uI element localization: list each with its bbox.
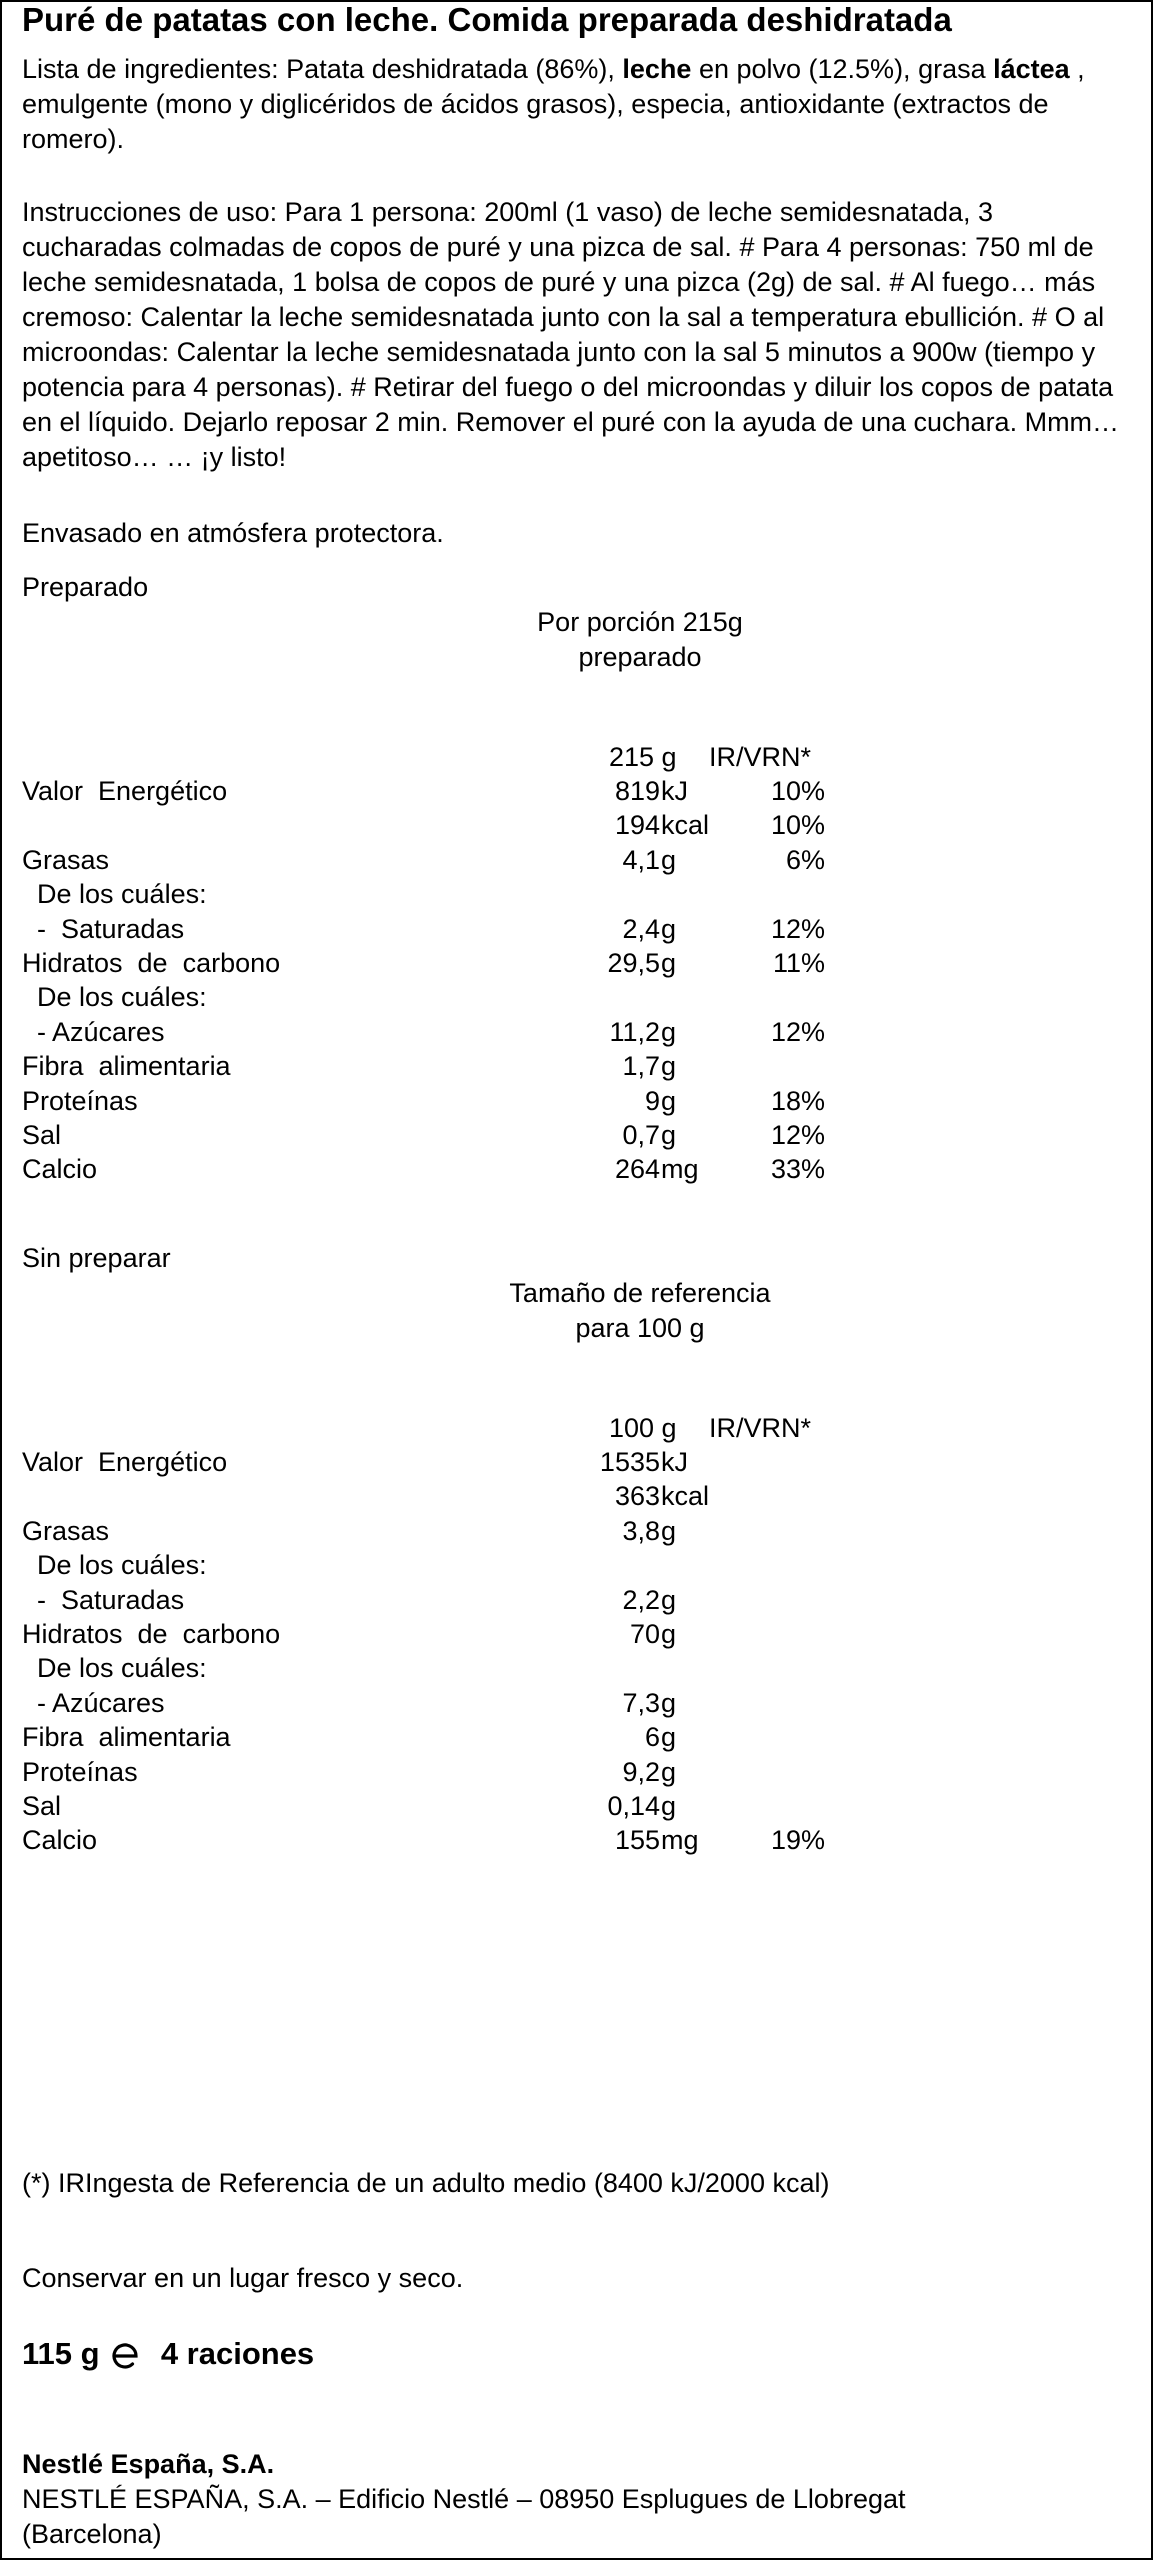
- nutrient-unit-cell: g: [661, 1584, 677, 1615]
- ingredients-list: Lista de ingredientes: Patata deshidrata…: [22, 54, 1085, 154]
- nutrient-label-cell: - Saturadas: [22, 913, 185, 944]
- nutrient-ir-cell: 19%: [770, 1825, 825, 1856]
- nutrient-num-cell: 0,14: [607, 1791, 660, 1821]
- nutrient-label-cell: - Saturadas: [22, 1584, 185, 1615]
- nutrient-unit-cell: g: [661, 1756, 677, 1787]
- nutrient-label-cell: Fibra alimentaria: [22, 1051, 231, 1082]
- nutrient-unit-cell: kJ: [661, 776, 688, 806]
- nutrient-num-cell: 819: [614, 776, 660, 806]
- nutrient-ir-cell: 33%: [770, 1154, 825, 1185]
- nutrient-label-cell: Proteínas: [22, 1756, 138, 1787]
- nutrient-num-cell: 194: [614, 810, 660, 841]
- nutrient-unit-cell: g: [661, 1619, 677, 1649]
- prepared-amount-header: 215 g: [609, 742, 677, 772]
- company-name: Nestlé España, S.A.: [22, 2449, 275, 2479]
- nutrient-unit-cell: mg: [661, 1825, 699, 1856]
- prepared-section-label: Preparado: [22, 572, 149, 602]
- nutrient-ir-cell: 10%: [770, 776, 825, 806]
- nutrient-unit-cell: mg: [661, 1154, 699, 1185]
- product-title: Puré de patatas con leche. Comida prepar…: [22, 1, 952, 38]
- nutrient-ir-cell: 12%: [770, 1016, 825, 1047]
- nutrient-label-cell: Sal: [22, 1120, 62, 1150]
- nutrient-num-cell: 1,7: [622, 1051, 660, 1082]
- nutrient-label-cell: Grasas: [22, 1515, 110, 1546]
- nutrient-label-cell: - Azúcares: [22, 1016, 165, 1047]
- nutrient-num-cell: 4,1: [622, 844, 660, 875]
- nutrient-ir-cell: 18%: [770, 1085, 825, 1116]
- nutrient-label-cell: De los cuáles:: [22, 1550, 207, 1581]
- nutrient-ir-cell: 12%: [770, 913, 825, 944]
- reference-heading-line2: para 100 g: [575, 1313, 705, 1343]
- nutrient-unit-cell: g: [661, 1722, 677, 1753]
- unprepared-amount-header: 100 g: [609, 1413, 677, 1443]
- nutrient-num-cell: 6: [644, 1722, 660, 1753]
- nutrient-label-cell: Calcio: [22, 1825, 98, 1856]
- nutrient-ir-cell: 6%: [785, 844, 825, 875]
- nutrient-label-cell: Grasas: [22, 844, 110, 875]
- nutrient-num-cell: 363: [614, 1481, 660, 1512]
- nutrient-label-cell: Fibra alimentaria: [22, 1722, 231, 1753]
- nutrient-unit-cell: g: [661, 913, 677, 944]
- nutrient-unit-cell: g: [661, 1791, 677, 1821]
- nutrient-num-cell: 2,2: [622, 1584, 660, 1615]
- nutrient-label-cell: - Azúcares: [22, 1687, 165, 1718]
- nutrient-num-cell: 70: [629, 1619, 660, 1649]
- nutrient-num-cell: 2,4: [622, 913, 660, 944]
- unprepared-section-label: Sin preparar: [22, 1243, 171, 1273]
- nutrient-ir-cell: 10%: [770, 810, 825, 841]
- usage-instructions: Instrucciones de uso: Para 1 persona: 20…: [22, 197, 1120, 472]
- servings-count: 4 raciones: [160, 2336, 315, 2371]
- nutrient-ir-cell: 12%: [770, 1120, 825, 1150]
- nutrient-label-cell: Hidratos de carbono: [22, 948, 281, 978]
- nutrient-num-cell: 9,2: [622, 1756, 660, 1787]
- storage-note: Conservar en un lugar fresco y seco.: [22, 2263, 464, 2293]
- nutrient-ir-cell: 11%: [772, 948, 825, 978]
- nutrient-label-cell: De los cuáles:: [22, 982, 207, 1013]
- nutrient-label-cell: Sal: [22, 1791, 62, 1821]
- nutrient-num-cell: 9: [644, 1085, 660, 1116]
- nutrient-label-cell: De los cuáles:: [22, 1653, 207, 1684]
- nutrient-unit-cell: g: [661, 844, 677, 875]
- nutrient-unit-cell: g: [661, 1120, 677, 1150]
- nutrient-unit-cell: g: [661, 1515, 677, 1546]
- estimated-e-icon: [112, 2343, 138, 2369]
- nutrient-label-cell: Valor Energético: [22, 776, 228, 806]
- reference-intake-footnote: (*) IRIngesta de Referencia de un adulto…: [22, 2168, 830, 2198]
- nutrient-unit-cell: g: [661, 1016, 677, 1047]
- nutrient-unit-cell: g: [661, 1085, 677, 1116]
- reference-heading-line1: Tamaño de referencia: [509, 1278, 771, 1308]
- prepared-ir-header: IR/VRN*: [709, 742, 812, 772]
- nutrient-unit-cell: kJ: [661, 1447, 688, 1477]
- nutrient-unit-cell: g: [661, 1687, 677, 1718]
- nutrient-label-cell: Proteínas: [22, 1085, 138, 1116]
- portion-heading-line1: Por porción 215g: [537, 607, 743, 637]
- nutrient-unit-cell: g: [661, 1051, 677, 1082]
- nutrient-label-cell: Hidratos de carbono: [22, 1619, 281, 1649]
- nutrient-num-cell: 264: [614, 1154, 660, 1185]
- company-address-line2: (Barcelona): [22, 2519, 162, 2549]
- nutrient-num-cell: 155: [614, 1825, 660, 1856]
- nutrient-label-cell: De los cuáles:: [22, 879, 207, 910]
- nutrient-unit-cell: g: [661, 948, 677, 978]
- net-quantity: 115 g 4 raciones: [22, 2335, 314, 2373]
- nutrient-num-cell: 3,8: [622, 1515, 660, 1546]
- nutrient-num-cell: 1535: [599, 1447, 660, 1477]
- company-address-line1: NESTLÉ ESPAÑA, S.A. – Edificio Nestlé – …: [22, 2484, 906, 2514]
- nutrient-unit-cell: kcal: [661, 810, 710, 841]
- net-weight: 115 g: [22, 2336, 100, 2371]
- packaging-note: Envasado en atmósfera protectora.: [22, 518, 444, 548]
- nutrient-num-cell: 0,7: [622, 1120, 660, 1150]
- nutrient-unit-cell: kcal: [661, 1481, 710, 1512]
- nutrient-num-cell: 29,5: [607, 948, 660, 978]
- nutrient-label-cell: Calcio: [22, 1154, 98, 1185]
- nutrient-label-cell: Valor Energético: [22, 1447, 228, 1477]
- nutrient-num-cell: 11,2: [609, 1016, 660, 1047]
- unprepared-ir-header: IR/VRN*: [709, 1413, 812, 1443]
- nutrient-num-cell: 7,3: [622, 1687, 660, 1718]
- portion-heading-line2: preparado: [578, 642, 702, 672]
